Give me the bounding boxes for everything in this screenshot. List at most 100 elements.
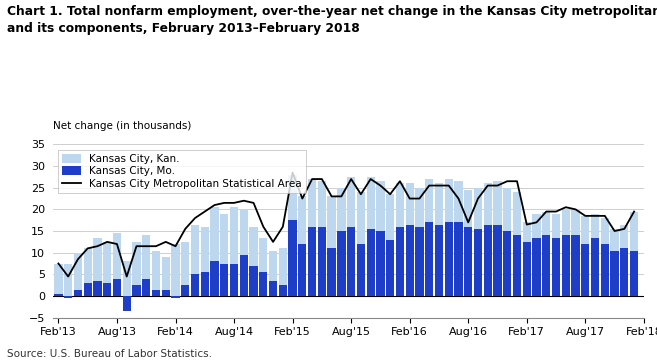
Bar <box>230 264 238 296</box>
Bar <box>396 227 404 296</box>
Bar <box>435 183 443 225</box>
Bar <box>620 248 629 296</box>
Bar <box>279 285 287 296</box>
Bar <box>376 231 384 296</box>
Bar <box>484 225 492 296</box>
Bar <box>503 231 511 296</box>
Bar <box>318 227 326 296</box>
Bar <box>581 244 589 296</box>
Bar <box>620 225 629 248</box>
Bar <box>132 285 141 296</box>
Bar <box>522 242 531 296</box>
Bar <box>386 240 394 296</box>
Bar <box>308 179 316 227</box>
Bar <box>405 225 414 296</box>
Bar <box>220 214 229 264</box>
Text: Source: U.S. Bureau of Labor Statistics.: Source: U.S. Bureau of Labor Statistics. <box>7 349 212 359</box>
Text: Net change (in thousands): Net change (in thousands) <box>53 121 191 131</box>
Bar <box>220 264 229 296</box>
Bar <box>74 290 82 296</box>
Bar <box>630 212 638 251</box>
Bar <box>532 214 541 238</box>
Bar <box>445 179 453 222</box>
Bar <box>513 235 521 296</box>
Bar <box>562 209 570 235</box>
Bar <box>337 188 346 231</box>
Bar <box>347 177 355 227</box>
Bar <box>600 218 609 244</box>
Bar <box>288 220 297 296</box>
Bar <box>327 196 336 248</box>
Bar <box>142 279 150 296</box>
Bar <box>279 248 287 285</box>
Bar <box>103 283 111 296</box>
Bar <box>600 244 609 296</box>
Bar <box>308 227 316 296</box>
Bar <box>93 281 102 296</box>
Bar <box>591 238 599 296</box>
Bar <box>630 251 638 296</box>
Bar <box>474 229 482 296</box>
Bar <box>171 244 179 296</box>
Bar <box>162 257 170 290</box>
Bar <box>259 272 267 296</box>
Bar <box>269 281 277 296</box>
Bar <box>376 181 384 231</box>
Bar <box>240 209 248 255</box>
Bar <box>572 209 579 235</box>
Bar <box>552 214 560 238</box>
Bar <box>113 233 121 279</box>
Bar <box>83 283 92 296</box>
Bar <box>367 177 374 229</box>
Bar <box>552 238 560 296</box>
Bar <box>610 251 619 296</box>
Bar <box>132 242 141 285</box>
Bar <box>298 244 307 296</box>
Bar <box>191 225 199 274</box>
Bar <box>455 181 463 222</box>
Bar <box>327 248 336 296</box>
Bar <box>93 238 102 281</box>
Bar <box>425 179 434 222</box>
Bar <box>542 235 551 296</box>
Bar <box>269 251 277 281</box>
Bar <box>171 296 179 298</box>
Bar <box>200 272 209 296</box>
Bar <box>347 227 355 296</box>
Bar <box>474 188 482 229</box>
Bar <box>464 227 472 296</box>
Bar <box>386 194 394 240</box>
Bar <box>250 227 258 266</box>
Bar <box>405 183 414 225</box>
Bar <box>210 261 219 296</box>
Bar <box>522 222 531 242</box>
Bar <box>357 192 365 244</box>
Bar <box>532 238 541 296</box>
Bar <box>123 296 131 311</box>
Bar <box>513 192 521 235</box>
Bar <box>64 296 72 298</box>
Bar <box>562 235 570 296</box>
Bar <box>55 294 62 296</box>
Bar <box>415 227 424 296</box>
Bar <box>610 229 619 251</box>
Bar <box>181 242 189 285</box>
Bar <box>210 207 219 261</box>
Bar <box>445 222 453 296</box>
Bar <box>337 231 346 296</box>
Legend: Kansas City, Kan., Kansas City, Mo., Kansas City Metropolitan Statistical Area: Kansas City, Kan., Kansas City, Mo., Kan… <box>58 149 306 193</box>
Bar <box>259 238 267 272</box>
Bar <box>318 181 326 227</box>
Bar <box>455 222 463 296</box>
Bar <box>230 207 238 264</box>
Bar <box>152 251 160 290</box>
Bar <box>425 222 434 296</box>
Bar <box>484 183 492 225</box>
Bar <box>123 261 131 296</box>
Bar <box>591 214 599 238</box>
Bar <box>357 244 365 296</box>
Bar <box>113 279 121 296</box>
Bar <box>103 242 111 283</box>
Bar <box>152 290 160 296</box>
Bar <box>572 235 579 296</box>
